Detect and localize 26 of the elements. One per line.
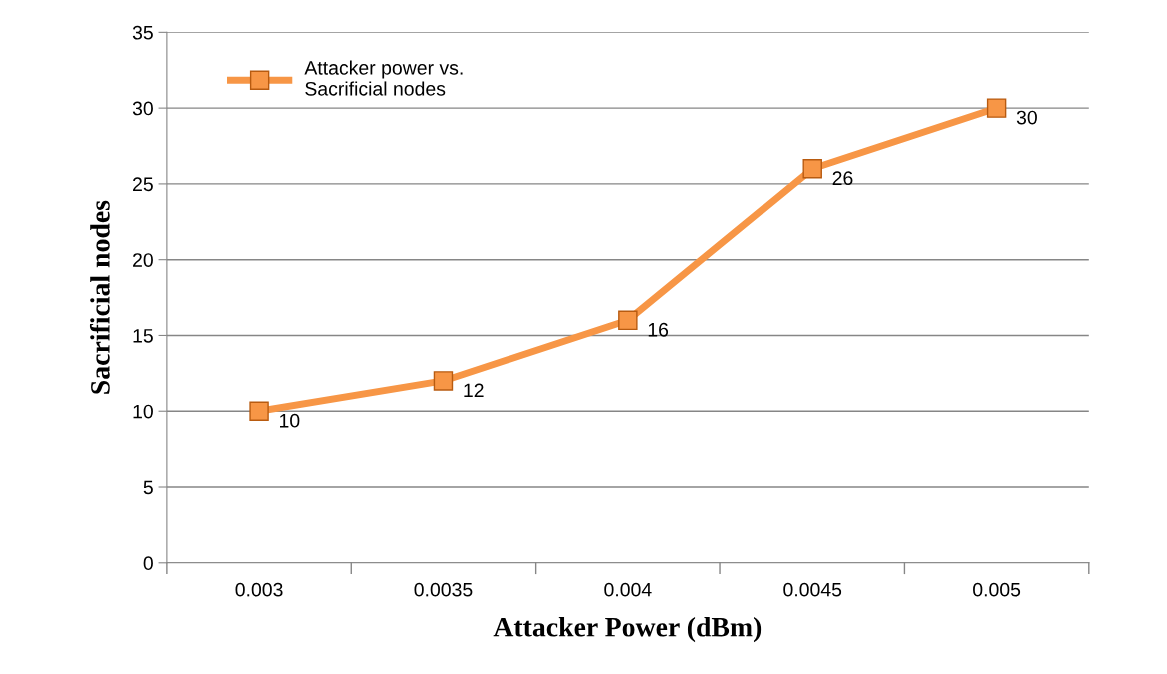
- data-label: 26: [832, 171, 853, 186]
- y-tick-label: 35: [132, 25, 153, 40]
- y-tick-label: 20: [133, 253, 153, 267]
- x-tick-label: 0.004: [604, 582, 652, 597]
- point: [433, 371, 454, 391]
- x-tick-label: 0.0045: [783, 582, 842, 597]
- data-label: 10: [280, 413, 300, 428]
- point: [986, 98, 1007, 118]
- point: [249, 401, 269, 421]
- y-tick-label: 10: [133, 404, 153, 419]
- y-tick-label: 5: [143, 480, 153, 495]
- data-label: 30: [1016, 110, 1037, 125]
- y-axis-title: Sacrificial nodes: [89, 200, 110, 394]
- x-tick-label: 0.0035: [414, 582, 473, 597]
- legend-label: Attacker power vs. Sacrificial nodes: [304, 60, 463, 96]
- data-label: 12: [464, 383, 484, 398]
- data-label: 16: [648, 322, 669, 337]
- point: [802, 159, 822, 179]
- y-tick-label: 0: [143, 556, 153, 571]
- y-tick-label: 25: [133, 177, 153, 192]
- x-axis-title: Attacker Power (dBm): [493, 617, 762, 643]
- y-tick-label: 30: [132, 101, 153, 116]
- x-tick-label: 0.005: [973, 582, 1021, 597]
- y-tick-label: 15: [133, 329, 153, 343]
- point: [618, 310, 638, 331]
- x-tick-label: 0.003: [235, 582, 283, 597]
